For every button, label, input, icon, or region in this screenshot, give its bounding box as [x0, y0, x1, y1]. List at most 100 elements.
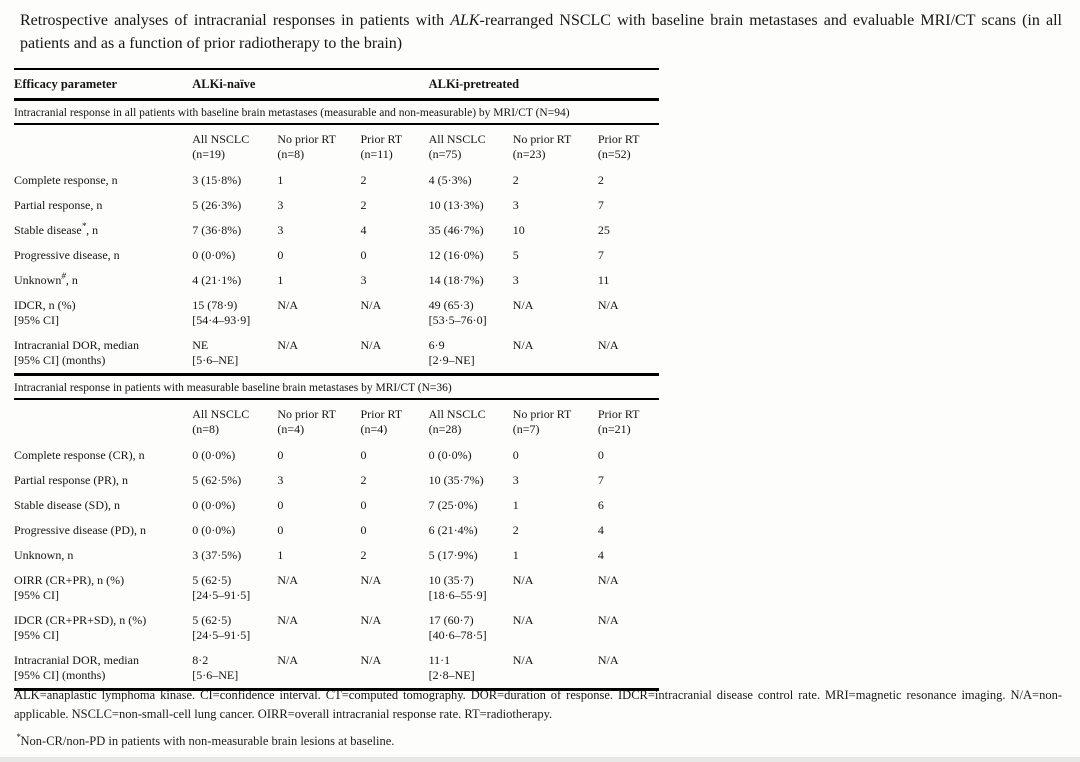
data-cell: 1: [512, 498, 519, 512]
table-row: Stable disease (SD), n 0 (0·0%) 0 0 7 (2…: [14, 493, 659, 518]
data-cell: 7 (36·8%): [192, 223, 242, 237]
section-1-heading: Intracranial response in all patients wi…: [14, 99, 659, 125]
data-cell: 0 (0·0%): [192, 248, 236, 262]
table-row: Unknown#, n 4 (21·1%) 1 3 14 (18·7%) 3 1…: [14, 268, 659, 293]
data-cell: 3: [512, 198, 519, 212]
data-cell: 7 (25·0%): [428, 498, 478, 512]
row-label: Stable disease*, n: [14, 218, 192, 243]
data-cell: 12 (16·0%): [428, 248, 484, 262]
data-cell: N/A: [512, 298, 534, 312]
table-row: Partial response, n 5 (26·3%) 3 2 10 (13…: [14, 193, 659, 218]
data-cell: 0 (0·0%): [192, 448, 236, 462]
data-cell: 0 (0·0%): [428, 448, 472, 462]
page-title: Retrospective analyses of intracranial r…: [0, 0, 1080, 55]
column-header: No prior RT (n=23): [512, 132, 572, 161]
data-cell: N/A: [360, 573, 382, 587]
data-cell: 2: [360, 198, 367, 212]
title-text-suffix: -rearranged NSCLC with baseline brain me…: [20, 12, 1062, 53]
section-heading-row: Intracranial response in patients with m…: [14, 373, 659, 400]
data-cell: 49 (65·3) [53·5–76·0]: [428, 298, 487, 327]
data-cell: N/A: [597, 298, 619, 312]
data-cell: N/A: [512, 653, 534, 667]
column-header: Prior RT (n=4): [360, 407, 403, 436]
data-cell: 0: [360, 248, 367, 262]
data-cell: N/A: [277, 298, 299, 312]
data-cell: 3 (37·5%): [192, 548, 242, 562]
data-cell: 0: [360, 448, 367, 462]
column-header: All NSCLC (n=19): [192, 132, 250, 161]
row-label-text: Unknown: [14, 273, 62, 287]
abbreviations-note: ALK=anaplastic lymphoma kinase. CI=confi…: [14, 688, 1062, 722]
data-cell: 1: [277, 273, 284, 287]
data-cell: 3: [277, 473, 284, 487]
data-cell: N/A: [597, 573, 619, 587]
alki-naive-header: ALKi-naïve: [192, 69, 429, 101]
row-label: Partial response, n: [14, 198, 103, 212]
data-cell: N/A: [512, 338, 534, 352]
title-gene-italic: ALK: [450, 12, 480, 29]
column-header: All NSCLC (n=75): [428, 132, 486, 161]
title-text-prefix: Retrospective analyses of intracranial r…: [20, 12, 451, 29]
data-cell: N/A: [597, 613, 619, 627]
data-cell: 1: [277, 173, 284, 187]
data-cell: 3: [277, 198, 284, 212]
table-row: IDCR, n (%) [95% CI] 15 (78·9) [54·4–93·…: [14, 293, 659, 333]
data-cell: 0: [597, 448, 604, 462]
data-cell: 0 (0·0%): [192, 498, 236, 512]
data-cell: 4 (21·1%): [192, 273, 242, 287]
table-row: Complete response (CR), n 0 (0·0%) 0 0 0…: [14, 443, 659, 468]
data-cell: 10 (35·7%): [428, 473, 484, 487]
table-row: Intracranial DOR, median [95% CI] (month…: [14, 648, 659, 690]
data-cell: 1: [277, 548, 284, 562]
data-cell: 4 (5·3%): [428, 173, 472, 187]
data-cell: 1: [512, 548, 519, 562]
table-row: Intracranial DOR, median [95% CI] (month…: [14, 333, 659, 375]
data-cell: 3: [277, 223, 284, 237]
row-label: Intracranial DOR, median [95% CI] (month…: [14, 338, 139, 367]
data-cell: N/A: [512, 613, 534, 627]
data-cell: N/A: [277, 573, 299, 587]
data-cell: 14 (18·7%): [428, 273, 484, 287]
row-label: OIRR (CR+PR), n (%) [95% CI]: [14, 573, 125, 602]
data-cell: 11: [597, 273, 610, 287]
scan-edge-strip: [0, 757, 1080, 762]
data-cell: N/A: [277, 338, 299, 352]
data-cell: 8·2 [5·6–NE]: [192, 653, 239, 682]
data-cell: N/A: [360, 653, 382, 667]
data-cell: N/A: [512, 573, 534, 587]
footnote-marker: #: [61, 271, 66, 281]
data-cell: 3: [512, 273, 519, 287]
row-label-text: Stable disease: [14, 223, 82, 237]
column-header: Prior RT (n=11): [360, 132, 403, 161]
empty-cell: [14, 124, 192, 168]
data-cell: 0: [360, 523, 367, 537]
row-label: Complete response, n: [14, 173, 118, 187]
data-cell: N/A: [360, 338, 382, 352]
table-group-header-row: Efficacy parameter ALKi-naïve ALKi-pretr…: [14, 69, 659, 101]
column-header: All NSCLC (n=28): [428, 407, 486, 436]
data-cell: 2: [597, 173, 604, 187]
column-header-row: All NSCLC (n=19) No prior RT (n=8) Prior…: [14, 124, 659, 168]
data-cell: N/A: [360, 298, 382, 312]
table-row: Unknown, n 3 (37·5%) 1 2 5 (17·9%) 1 4: [14, 543, 659, 568]
data-cell: 2: [512, 173, 519, 187]
data-cell: 3 (15·8%): [192, 173, 242, 187]
data-cell: 15 (78·9) [54·4–93·9]: [192, 298, 251, 327]
data-cell: 5 (62·5%): [192, 473, 242, 487]
row-label: IDCR (CR+PR+SD), n (%) [95% CI]: [14, 613, 147, 642]
data-cell: 7: [597, 248, 604, 262]
data-cell: 0: [277, 448, 284, 462]
data-cell: 10 (13·3%): [428, 198, 484, 212]
column-header: Prior RT (n=52): [597, 132, 640, 161]
data-cell: 2: [360, 173, 367, 187]
data-cell: N/A: [597, 653, 619, 667]
table-row: OIRR (CR+PR), n (%) [95% CI] 5 (62·5) [2…: [14, 568, 659, 608]
row-label: Complete response (CR), n: [14, 448, 145, 462]
data-cell: N/A: [277, 653, 299, 667]
row-label: IDCR, n (%) [95% CI]: [14, 298, 76, 327]
data-cell: 17 (60·7) [40·6–78·5]: [428, 613, 487, 642]
data-cell: 11·1 [2·8–NE]: [428, 653, 475, 682]
data-cell: 2: [360, 548, 367, 562]
row-label: Partial response (PR), n: [14, 473, 128, 487]
data-cell: 0: [277, 498, 284, 512]
